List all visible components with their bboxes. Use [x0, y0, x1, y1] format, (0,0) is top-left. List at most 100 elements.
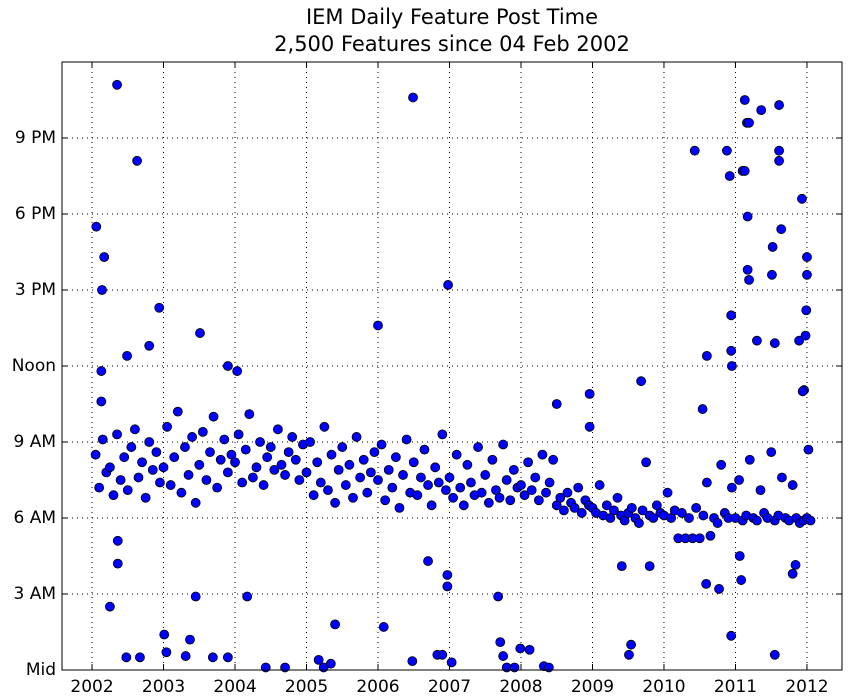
point [394, 502, 405, 513]
point [219, 434, 230, 445]
point [526, 485, 537, 496]
x-tick-label: 2006 [356, 677, 399, 697]
point [437, 429, 448, 440]
point [636, 376, 647, 387]
point [97, 434, 108, 445]
point [769, 649, 780, 660]
point [159, 629, 170, 640]
point [333, 464, 344, 475]
point [551, 399, 562, 409]
point [509, 662, 520, 673]
point [105, 601, 115, 612]
point [301, 467, 312, 478]
point [96, 366, 107, 376]
point [312, 457, 323, 468]
point [162, 421, 172, 432]
point [744, 117, 754, 128]
point [412, 490, 423, 501]
point [190, 497, 201, 508]
point [108, 490, 119, 501]
point [744, 274, 754, 285]
point [774, 155, 784, 166]
y-tick-label: Noon [12, 356, 56, 376]
y-tick-label: 3 AM [13, 584, 56, 604]
point [584, 421, 595, 432]
point [801, 305, 812, 316]
point [105, 462, 115, 473]
point [330, 619, 341, 630]
point [237, 477, 248, 488]
point [183, 470, 194, 480]
point [185, 634, 195, 645]
point [242, 591, 253, 602]
point [355, 472, 366, 483]
point [790, 559, 801, 570]
point [805, 515, 816, 526]
point [766, 447, 777, 458]
point [726, 361, 737, 371]
point [407, 656, 418, 667]
point [195, 328, 205, 338]
point [158, 462, 169, 473]
point [373, 320, 383, 331]
y-tick-label: 9 PM [15, 128, 56, 148]
point [240, 444, 251, 455]
point [716, 459, 727, 470]
point [337, 442, 348, 452]
point [797, 193, 807, 204]
point [423, 480, 433, 490]
point [446, 657, 457, 668]
point [466, 477, 476, 488]
point [739, 95, 750, 105]
point [769, 338, 780, 349]
point [222, 652, 233, 663]
x-tick-label: 2007 [428, 677, 471, 697]
point [537, 449, 548, 460]
point [99, 252, 110, 262]
point [144, 340, 155, 351]
point [714, 584, 724, 594]
point [752, 335, 762, 346]
point [697, 404, 708, 414]
point [493, 591, 504, 602]
point [721, 145, 732, 156]
point [197, 426, 208, 437]
point [573, 482, 584, 493]
point [584, 388, 595, 399]
point [387, 482, 398, 493]
point [315, 477, 326, 488]
point [325, 658, 336, 669]
point [494, 492, 505, 503]
point [294, 475, 305, 485]
point [541, 487, 551, 498]
point [121, 652, 132, 663]
point [505, 495, 516, 506]
point [498, 439, 509, 450]
point [151, 447, 162, 458]
point [390, 452, 401, 463]
point [112, 535, 123, 546]
point [340, 480, 351, 490]
point [416, 472, 426, 483]
point [774, 100, 784, 110]
point [126, 442, 137, 452]
point [344, 459, 355, 470]
point [165, 480, 176, 490]
point [201, 475, 212, 485]
point [776, 224, 787, 235]
point [140, 492, 151, 503]
point [215, 454, 226, 465]
point [169, 452, 180, 463]
point [752, 515, 762, 526]
point [755, 485, 766, 496]
point [644, 561, 655, 572]
point [305, 437, 315, 447]
y-tick-label: 9 AM [13, 432, 56, 452]
point [287, 432, 298, 442]
point [448, 492, 458, 503]
point [616, 561, 627, 572]
point [233, 429, 244, 440]
point [376, 439, 387, 450]
point [283, 447, 294, 458]
point [676, 508, 687, 518]
